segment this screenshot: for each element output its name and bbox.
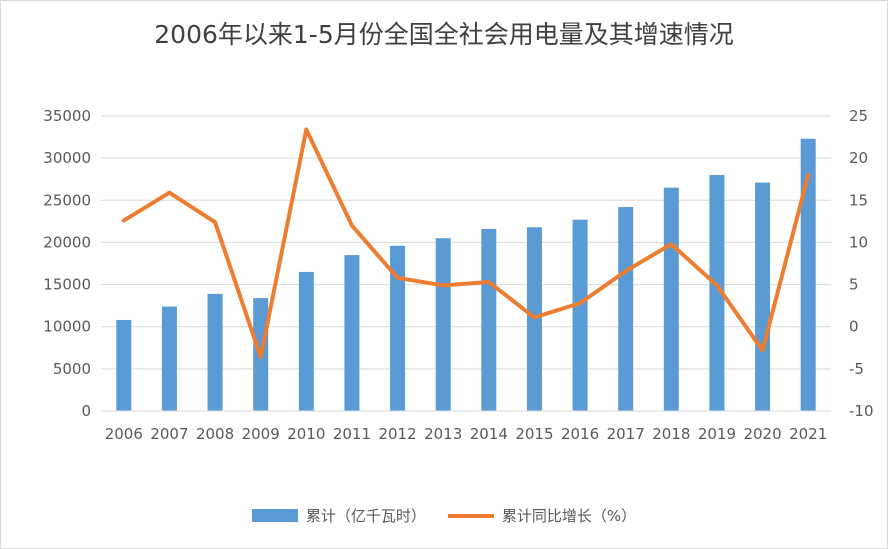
x-tick-label: 2013: [424, 425, 462, 443]
bar: [116, 319, 132, 411]
y-left-tick-label: 0: [81, 402, 91, 420]
x-tick-label: 2006: [105, 425, 143, 443]
x-tick-label: 2020: [743, 425, 781, 443]
legend-label-line: 累计同比增长（%）: [501, 507, 637, 525]
y-right-tick-label: 15: [849, 191, 868, 209]
y-right-tick-label: 10: [849, 233, 868, 251]
y-right-tick-label: 5: [849, 276, 859, 294]
legend: 累计（亿千瓦时） 累计同比增长（%）: [1, 505, 887, 526]
legend-item-line: 累计同比增长（%）: [447, 505, 637, 526]
bar: [709, 175, 725, 411]
legend-item-bar: 累计（亿千瓦时）: [251, 505, 426, 526]
bar: [344, 255, 360, 411]
x-tick-label: 2015: [515, 425, 553, 443]
legend-swatch-line: [447, 513, 494, 518]
x-tick-label: 2008: [196, 425, 234, 443]
bar: [481, 228, 497, 411]
x-tick-label: 2011: [333, 425, 371, 443]
bar: [435, 238, 451, 411]
x-tick-label: 2019: [698, 425, 736, 443]
x-tick-label: 2014: [470, 425, 508, 443]
x-tick-label: 2010: [287, 425, 325, 443]
chart-title: 2006年以来1-5月份全国全社会用电量及其增速情况: [154, 20, 734, 49]
x-tick-label: 2021: [789, 425, 827, 443]
y-left-tick-label: 5000: [53, 360, 91, 378]
bar: [207, 293, 223, 411]
x-tick-label: 2017: [607, 425, 645, 443]
x-tick-label: 2018: [652, 425, 690, 443]
bar: [572, 219, 588, 411]
x-tick-label: 2016: [561, 425, 599, 443]
legend-swatch-bar: [251, 509, 298, 522]
legend-label-bar: 累计（亿千瓦时）: [305, 507, 426, 525]
y-right-tick-label: -5: [849, 360, 864, 378]
bar: [800, 138, 816, 411]
y-left-tick-label: 30000: [43, 149, 91, 167]
y-right-tick-label: -10: [849, 402, 874, 420]
x-tick-label: 2009: [242, 425, 280, 443]
bar: [663, 187, 679, 411]
bar: [298, 271, 314, 411]
y-left-tick-label: 20000: [43, 233, 91, 251]
growth-line: [121, 127, 811, 360]
y-left-tick-label: 25000: [43, 191, 91, 209]
bar: [755, 182, 771, 411]
x-tick-label: 2007: [150, 425, 188, 443]
y-right-tick-label: 0: [849, 318, 859, 336]
x-tick-label: 2012: [378, 425, 416, 443]
bar: [390, 245, 406, 411]
bar: [618, 207, 634, 411]
y-left-tick-label: 15000: [43, 276, 91, 294]
y-right-tick-label: 20: [849, 149, 868, 167]
y-left-tick-label: 35000: [43, 107, 91, 125]
bar: [161, 306, 177, 411]
y-right-tick-label: 25: [849, 107, 868, 125]
y-left-tick-label: 10000: [43, 318, 91, 336]
